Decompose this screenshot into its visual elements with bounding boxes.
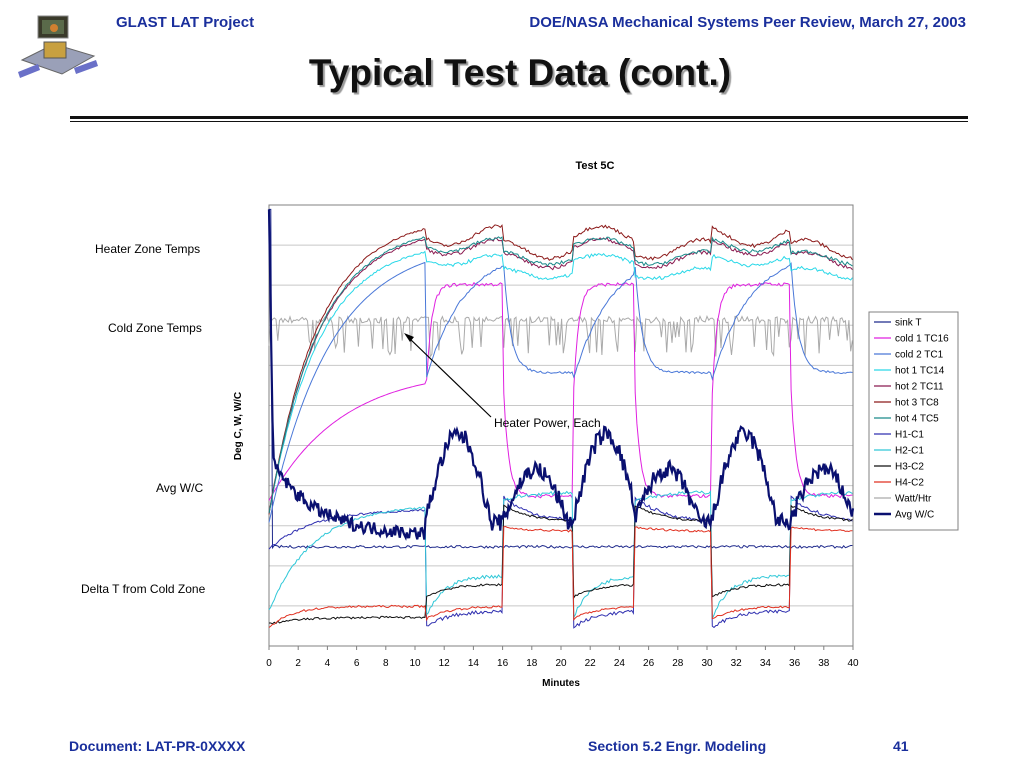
slide-title: Typical Test Data (cont.): [308, 52, 732, 93]
legend-entry: H1-C1: [895, 430, 924, 441]
x-tick-label: 10: [409, 658, 421, 669]
footer-section: Section 5.2 Engr. Modeling: [588, 738, 767, 754]
x-tick-label: 2: [295, 658, 301, 669]
x-tick-label: 28: [672, 658, 684, 669]
x-tick-label: 16: [497, 658, 509, 669]
legend-entry: hot 1 TC14: [895, 366, 945, 377]
x-tick-label: 6: [354, 658, 360, 669]
chart-legend: sink T cold 1 TC16 cold 2 TC1 hot 1 TC14 hot…: [868, 311, 959, 531]
legend-entry: H2-C1: [895, 446, 924, 457]
x-tick-label: 0: [266, 658, 272, 669]
annotation-arrowhead: [404, 333, 414, 342]
series-line-h3: [269, 504, 853, 625]
legend-entry: cold 2 TC1: [895, 350, 944, 361]
x-tick-label: 32: [731, 658, 743, 669]
label-cold-zone-temps: Cold Zone Temps: [108, 321, 202, 335]
x-tick-label: 12: [439, 658, 451, 669]
legend-entry: H4-C2: [895, 478, 924, 489]
series-line-cold2: [268, 261, 853, 523]
series-line-watt: [268, 315, 853, 359]
x-tick-label: 20: [555, 658, 567, 669]
x-tick-label: 34: [760, 658, 772, 669]
x-tick-label: 26: [643, 658, 655, 669]
x-axis-label: Minutes: [542, 678, 580, 689]
series-line-h1: [268, 495, 853, 629]
x-tick-label: 24: [614, 658, 626, 669]
series-line-hot3: [268, 224, 853, 515]
footer-page-number: 41: [893, 738, 909, 754]
series-line-cold1: [268, 281, 853, 501]
series-line-h2: [268, 490, 853, 620]
x-tick-label: 22: [585, 658, 597, 669]
label-delta-t: Delta T from Cold Zone: [81, 582, 206, 596]
annotation-heater-power: Heater Power, Each: [494, 416, 601, 430]
legend-entry: cold 1 TC16: [895, 334, 949, 345]
legend-box: [868, 311, 959, 531]
series-line-avg: [267, 209, 855, 541]
header-project: GLAST LAT Project: [116, 14, 255, 31]
x-tick-label: 18: [526, 658, 538, 669]
footer-document: Document: LAT-PR-0XXXX: [69, 738, 246, 754]
chart-series: [267, 208, 855, 629]
x-tick-label: 40: [847, 658, 859, 669]
x-tick-label: 8: [383, 658, 389, 669]
legend-entry: hot 2 TC11: [895, 382, 944, 393]
legend-entry: Watt/Htr: [895, 494, 932, 505]
x-tick-label: 4: [325, 658, 331, 669]
legend-entry: H3-C2: [895, 462, 924, 473]
label-avg-wc: Avg W/C: [156, 481, 204, 495]
legend-entry: Avg W/C: [895, 510, 934, 521]
legend-entry: hot 4 TC5: [895, 414, 939, 425]
x-tick-label: 30: [701, 658, 713, 669]
glast-satellite-logo: [18, 15, 98, 78]
x-axis-ticks: 0 2 4 6 8 10 12 14 16 18 20 22 24 26 28 30 32 34 36 38 40: [266, 646, 859, 669]
title-divider: [70, 116, 968, 119]
series-line-hot1: [268, 250, 853, 514]
legend-entry: hot 3 TC8: [895, 398, 939, 409]
chart-title: Test 5C: [576, 160, 615, 172]
x-tick-label: 38: [818, 658, 830, 669]
series-line-sink: [269, 208, 853, 550]
y-axis-label: Deg C, W, W/C: [233, 392, 244, 460]
x-tick-label: 14: [468, 658, 480, 669]
title-divider-thin: [70, 121, 968, 122]
series-line-hot4: [268, 236, 853, 514]
label-heater-zone-temps: Heater Zone Temps: [95, 242, 201, 256]
header-review: DOE/NASA Mechanical Systems Peer Review,…: [529, 14, 966, 31]
series-line-hot2: [268, 237, 853, 514]
series-line-h4: [268, 525, 853, 628]
x-tick-label: 36: [789, 658, 801, 669]
legend-entry: sink T: [895, 318, 922, 329]
annotation-arrow: [407, 336, 492, 418]
